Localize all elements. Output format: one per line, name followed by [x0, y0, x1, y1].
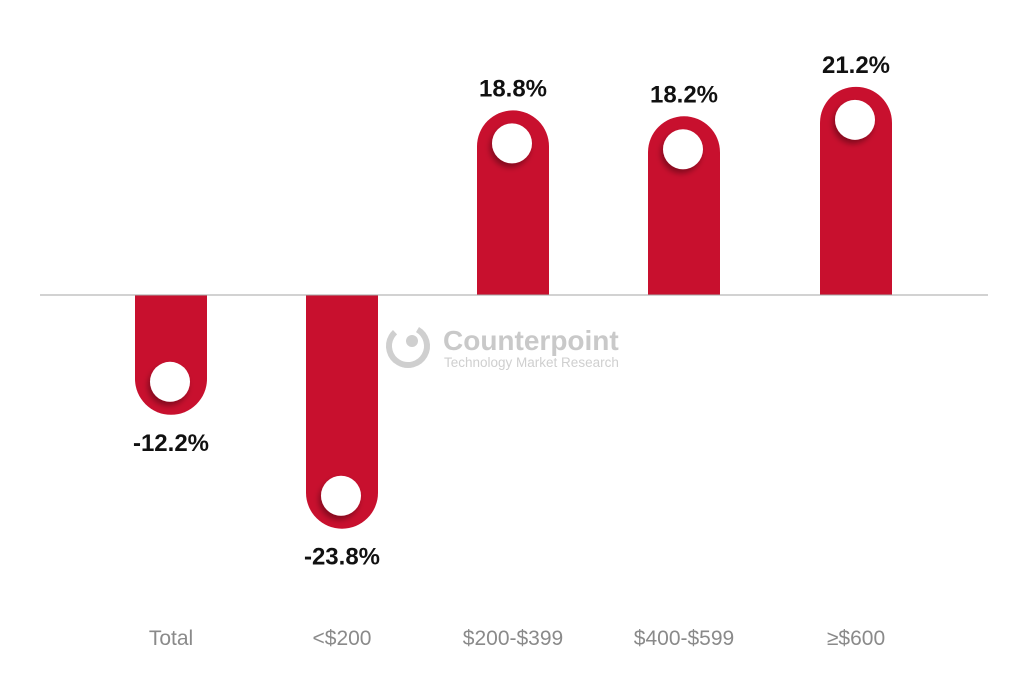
counterpoint-logo-icon [386, 324, 430, 368]
bar-400-599 [648, 116, 720, 295]
category-labels-group: Total <$200 $200-$399 $400-$599 ≥$600 [149, 627, 885, 650]
value-label-200-399: 18.8% [479, 75, 547, 102]
value-labels-group: -12.2% -23.8% 18.8% 18.2% 21.2% [133, 52, 890, 571]
bar-200-399 [477, 110, 549, 295]
bars-group [135, 86, 892, 529]
bar-marker-dot [492, 123, 532, 164]
watermark-name: Counterpoint [443, 325, 619, 356]
value-label-total: -12.2% [133, 430, 209, 457]
bar-600 [820, 86, 892, 295]
counterpoint-watermark: Counterpoint Technology Market Research [386, 324, 619, 370]
value-label-200: -23.8% [304, 544, 380, 571]
category-label-200-399: $200-$399 [463, 627, 563, 650]
category-label-total: Total [149, 627, 193, 650]
bar-marker-dot [150, 361, 190, 402]
category-label-400-599: $400-$599 [634, 627, 734, 650]
bar-marker-dot [835, 99, 875, 140]
category-label-200: <$200 [313, 627, 372, 650]
bar-200 [306, 295, 378, 529]
value-label-600: 21.2% [822, 52, 890, 79]
watermark-tagline: Technology Market Research [444, 355, 619, 370]
value-label-400-599: 18.2% [650, 81, 718, 108]
bar-marker-dot [321, 475, 361, 516]
bar-marker-dot [663, 129, 703, 170]
category-label-600: ≥$600 [827, 627, 885, 650]
